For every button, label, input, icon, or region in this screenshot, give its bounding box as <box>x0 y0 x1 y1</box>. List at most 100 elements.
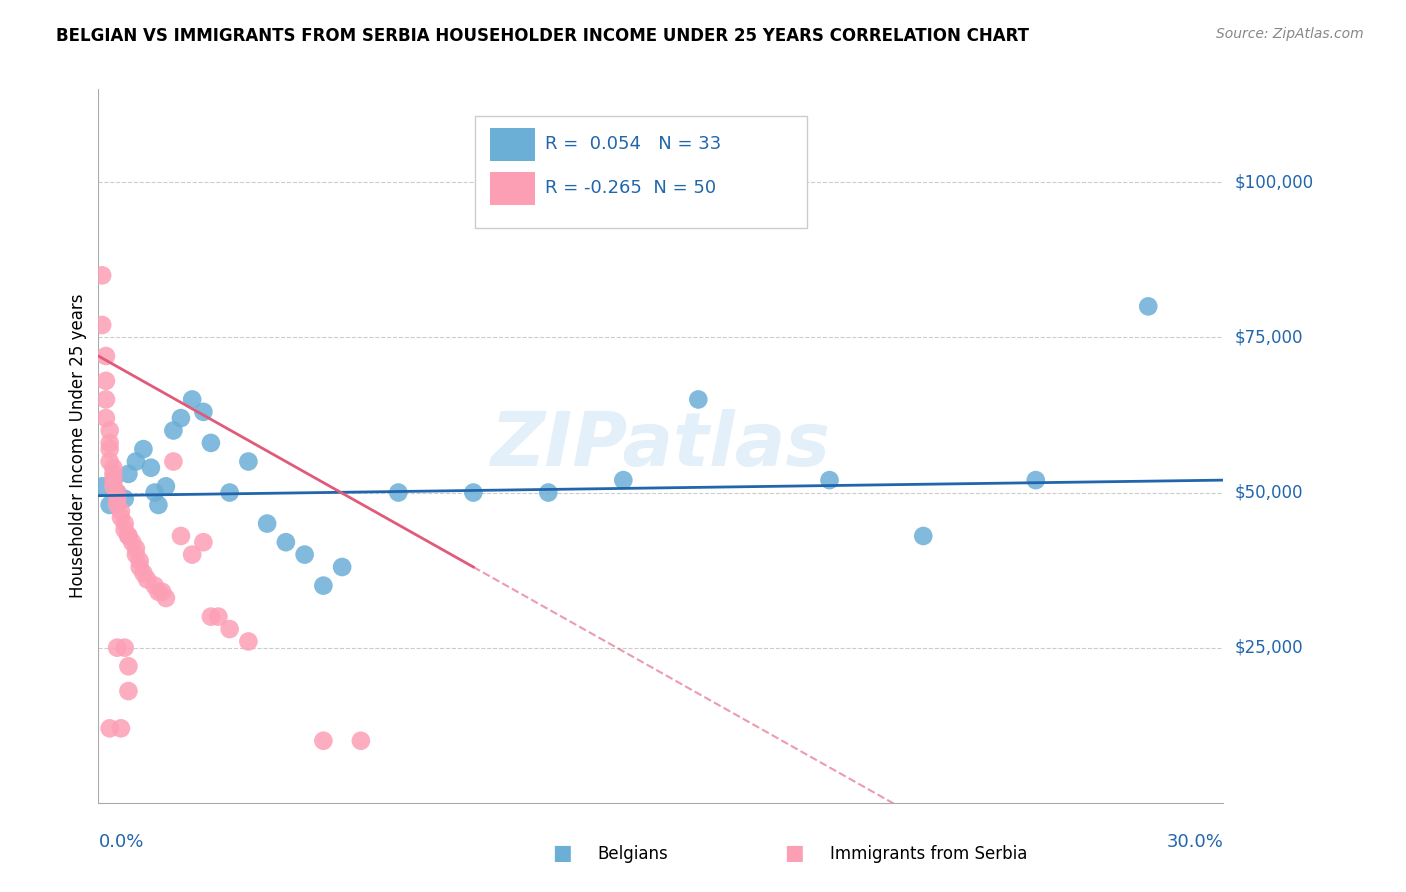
Point <box>312 733 335 747</box>
Point <box>117 467 139 481</box>
Point <box>537 485 560 500</box>
Point <box>132 566 155 581</box>
Point <box>98 722 121 736</box>
Point <box>136 573 159 587</box>
Text: $75,000: $75,000 <box>1234 328 1303 346</box>
Point <box>98 424 121 438</box>
Point <box>350 733 373 747</box>
Point <box>103 473 125 487</box>
Text: $50,000: $50,000 <box>1234 483 1303 501</box>
Point <box>128 554 150 568</box>
Point <box>121 535 143 549</box>
Point <box>94 411 117 425</box>
Point <box>125 541 148 556</box>
Text: ■: ■ <box>785 844 804 863</box>
Point <box>274 535 297 549</box>
Point <box>98 454 121 468</box>
Text: 30.0%: 30.0% <box>1167 833 1223 851</box>
Text: 0.0%: 0.0% <box>98 833 143 851</box>
Point <box>312 579 335 593</box>
Point <box>200 609 222 624</box>
Point <box>114 516 136 531</box>
Point <box>170 411 193 425</box>
Point <box>91 318 114 332</box>
Point <box>150 584 173 599</box>
FancyBboxPatch shape <box>489 128 534 161</box>
Point <box>94 374 117 388</box>
Point <box>125 548 148 562</box>
Point <box>91 268 114 283</box>
Point <box>110 722 132 736</box>
Point <box>148 498 170 512</box>
Text: R = -0.265  N = 50: R = -0.265 N = 50 <box>546 179 716 197</box>
Point <box>193 535 215 549</box>
Point <box>105 640 128 655</box>
Point <box>200 436 222 450</box>
Point <box>238 634 260 648</box>
Point <box>155 591 177 605</box>
Point <box>98 436 121 450</box>
Point <box>181 392 204 407</box>
Point <box>688 392 710 407</box>
Point <box>143 579 166 593</box>
Text: Source: ZipAtlas.com: Source: ZipAtlas.com <box>1216 27 1364 41</box>
Point <box>91 479 114 493</box>
Point <box>105 485 128 500</box>
Point <box>1137 299 1160 313</box>
Point <box>114 491 136 506</box>
Text: Belgians: Belgians <box>598 846 668 863</box>
Point <box>181 548 204 562</box>
Point <box>117 684 139 698</box>
Point <box>105 485 128 500</box>
Point <box>207 609 229 624</box>
Point <box>463 485 485 500</box>
Text: ■: ■ <box>553 844 572 863</box>
Point <box>105 498 128 512</box>
Point <box>94 392 117 407</box>
Point <box>218 622 240 636</box>
Point <box>193 405 215 419</box>
Point <box>162 454 184 468</box>
Point <box>94 349 117 363</box>
Point <box>143 485 166 500</box>
Text: $100,000: $100,000 <box>1234 173 1313 191</box>
Point <box>125 454 148 468</box>
Point <box>170 529 193 543</box>
Y-axis label: Householder Income Under 25 years: Householder Income Under 25 years <box>69 293 87 599</box>
Point <box>114 640 136 655</box>
Text: $25,000: $25,000 <box>1234 639 1303 657</box>
Point <box>98 498 121 512</box>
Point <box>103 473 125 487</box>
Point <box>117 659 139 673</box>
Point <box>114 523 136 537</box>
Point <box>330 560 353 574</box>
Point <box>387 485 409 500</box>
Point <box>1025 473 1047 487</box>
Point <box>148 584 170 599</box>
Point <box>117 529 139 543</box>
Point <box>103 479 125 493</box>
Point <box>162 424 184 438</box>
Point <box>128 560 150 574</box>
Text: R =  0.054   N = 33: R = 0.054 N = 33 <box>546 136 721 153</box>
Point <box>103 467 125 481</box>
Point <box>110 504 132 518</box>
Point <box>218 485 240 500</box>
Point <box>132 442 155 456</box>
Point <box>256 516 278 531</box>
Point <box>294 548 316 562</box>
Point <box>98 442 121 456</box>
Text: Immigrants from Serbia: Immigrants from Serbia <box>830 846 1026 863</box>
Point <box>612 473 634 487</box>
FancyBboxPatch shape <box>489 172 534 205</box>
Point <box>139 460 162 475</box>
Text: BELGIAN VS IMMIGRANTS FROM SERBIA HOUSEHOLDER INCOME UNDER 25 YEARS CORRELATION : BELGIAN VS IMMIGRANTS FROM SERBIA HOUSEH… <box>56 27 1029 45</box>
Point <box>912 529 935 543</box>
Point <box>103 460 125 475</box>
Point <box>117 529 139 543</box>
Point <box>238 454 260 468</box>
FancyBboxPatch shape <box>475 116 807 228</box>
Point <box>105 491 128 506</box>
Point <box>818 473 841 487</box>
Point <box>110 510 132 524</box>
